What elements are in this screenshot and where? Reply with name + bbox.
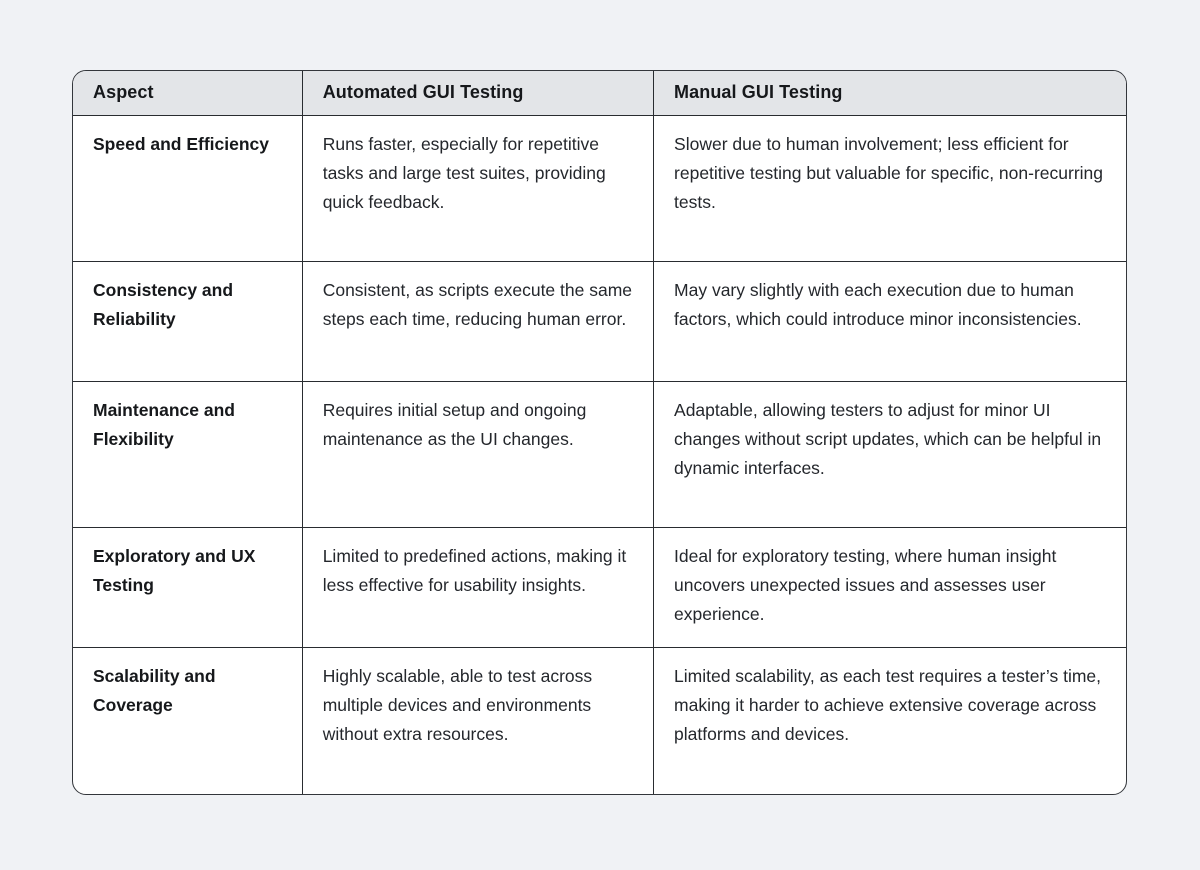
table-row: Speed and Efficiency Runs faster, especi… [73,115,1126,262]
comparison-table-card: Aspect Automated GUI Testing Manual GUI … [72,70,1127,795]
table-row: Exploratory and UX Testing Limited to pr… [73,527,1126,648]
automated-cell: Requires initial setup and ongoing maint… [301,381,654,528]
automated-cell: Runs faster, especially for repetitive t… [301,115,654,262]
manual-cell: Limited scalability, as each test requir… [653,647,1126,794]
table-row: Scalability and Coverage Highly scalable… [73,647,1126,794]
table-header-row: Aspect Automated GUI Testing Manual GUI … [73,71,1126,116]
aspect-cell: Exploratory and UX Testing [73,527,303,648]
manual-cell: Slower due to human involvement; less ef… [653,115,1126,262]
gui-testing-comparison-table: Aspect Automated GUI Testing Manual GUI … [73,71,1126,794]
manual-cell: May vary slightly with each execution du… [653,261,1126,382]
column-header-manual-gui-testing: Manual GUI Testing [653,71,1126,116]
manual-cell: Ideal for exploratory testing, where hum… [653,527,1126,648]
manual-cell: Adaptable, allowing testers to adjust fo… [653,381,1126,528]
aspect-cell: Speed and Efficiency [73,115,303,262]
column-header-aspect: Aspect [73,71,303,116]
table-row: Maintenance and Flexibility Requires ini… [73,381,1126,528]
automated-cell: Consistent, as scripts execute the same … [301,261,654,382]
automated-cell: Highly scalable, able to test across mul… [301,647,654,794]
column-header-automated-gui-testing: Automated GUI Testing [301,71,654,116]
aspect-cell: Scalability and Coverage [73,647,303,794]
aspect-cell: Consistency and Reliability [73,261,303,382]
aspect-cell: Maintenance and Flexibility [73,381,303,528]
automated-cell: Limited to predefined actions, making it… [301,527,654,648]
table-row: Consistency and Reliability Consistent, … [73,261,1126,382]
